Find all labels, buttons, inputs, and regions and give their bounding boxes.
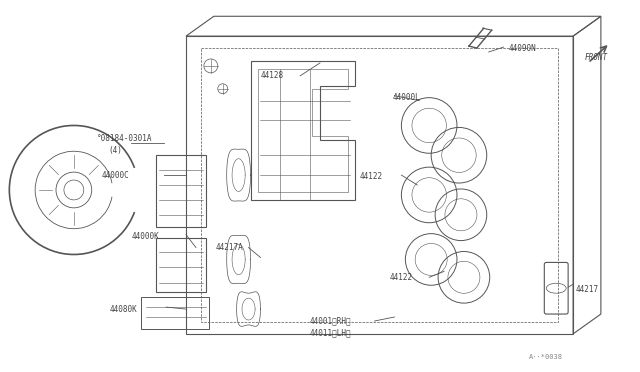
Text: A··*0038: A··*0038 [529, 354, 563, 360]
Text: 44000L: 44000L [392, 93, 420, 102]
Text: 44090N: 44090N [509, 44, 536, 52]
Text: 44000C: 44000C [102, 171, 129, 180]
Text: 44128: 44128 [260, 71, 284, 80]
Text: 44080K: 44080K [109, 305, 138, 314]
Text: °08184-0301A: °08184-0301A [97, 134, 152, 143]
Text: (4): (4) [109, 146, 122, 155]
Text: 44011〈LH〉: 44011〈LH〉 [310, 328, 352, 337]
Text: 44217A: 44217A [216, 243, 244, 252]
Text: 44217: 44217 [576, 285, 599, 294]
Text: 44122: 44122 [360, 171, 383, 180]
Text: 44001（RH）: 44001（RH） [310, 317, 352, 326]
Text: 44000K: 44000K [131, 232, 159, 241]
Text: 44122: 44122 [390, 273, 413, 282]
Text: FRONT: FRONT [585, 54, 608, 62]
